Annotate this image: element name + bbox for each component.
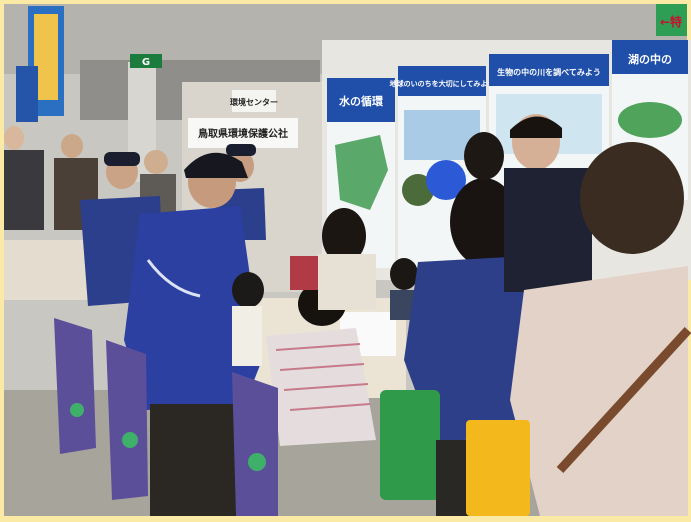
- child-1-body: [232, 306, 262, 366]
- poster-3-header: [489, 54, 609, 86]
- chair-cover-2-logo: [122, 432, 138, 448]
- exit-sign: [130, 54, 162, 68]
- woman-beige-coat: [510, 266, 688, 516]
- girl-head: [322, 208, 366, 264]
- main-staff-pants: [150, 404, 236, 516]
- person-bg-2-head: [61, 134, 83, 158]
- banner-pole: [16, 66, 38, 122]
- poster-1-map: [335, 135, 388, 210]
- chair-cover-2: [106, 340, 148, 500]
- chair-cover-1: [54, 318, 96, 454]
- poster-3-title: 生物の中の川を調べてみよう: [497, 67, 601, 77]
- main-staff-jacket: [124, 206, 262, 410]
- poster-4-lake: [618, 102, 682, 138]
- red-chair: [290, 256, 318, 290]
- woman-beige-head: [580, 142, 684, 254]
- banner-right: [656, 4, 687, 36]
- chair-cover-3: [232, 372, 278, 516]
- child-3-head: [390, 258, 418, 290]
- staff-2-cap: [226, 144, 256, 156]
- girl-body: [318, 254, 376, 310]
- chair-cover-3-logo: [248, 453, 266, 471]
- gate-marker-text: G: [142, 57, 150, 68]
- poster-1-title: 水の循環: [339, 94, 384, 108]
- poster-2-header: [398, 66, 486, 96]
- person-bg-3-head: [144, 150, 168, 174]
- man-glasses-body: [504, 168, 592, 292]
- center-sign-text: 環境センター: [230, 97, 278, 107]
- blue-balloon: [426, 160, 466, 200]
- booth-name-board: [188, 118, 298, 148]
- chair-cover-1-logo: [70, 403, 84, 417]
- person-bg-1-body: [4, 150, 44, 230]
- green-bag: [380, 390, 440, 500]
- poster-4-header: [612, 40, 688, 74]
- center-sign-board: [232, 90, 276, 112]
- main-staff-jacket-stripe: [146, 259, 201, 298]
- yellow-bag: [466, 420, 530, 516]
- woman-blue-head: [450, 178, 518, 266]
- child-1-head: [232, 272, 264, 308]
- banner-right-text: ←特: [660, 14, 682, 29]
- man-glasses-hair: [510, 116, 562, 138]
- child-2-shirt-check: [275, 343, 371, 411]
- person-bg-1-head: [4, 126, 24, 150]
- poster-2-diagram: [402, 174, 434, 206]
- woman-beige-strap: [556, 326, 691, 474]
- woman-balloon-head: [464, 132, 504, 180]
- poster-1-header: [327, 78, 395, 122]
- staff-1-cap: [104, 152, 140, 166]
- booth-name-text: 鳥取県環境保護公社: [198, 127, 288, 140]
- main-staff-cap: [184, 152, 248, 178]
- poster-4-title: 湖の中の: [628, 52, 672, 66]
- poster-2-title: 地球のいのちを大切にしてみよう: [390, 79, 495, 88]
